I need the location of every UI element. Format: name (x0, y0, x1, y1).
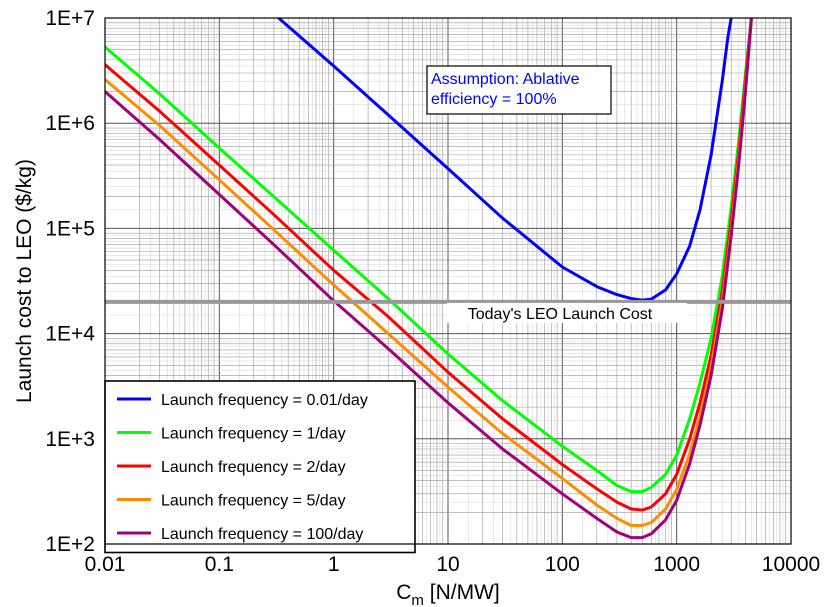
x-tick-label: 10 (436, 553, 459, 576)
x-tick-label: 100 (545, 553, 580, 576)
x-tick-label: 1 (328, 553, 340, 576)
legend-label-2: Launch frequency = 2/day (161, 459, 346, 476)
series-line-4 (105, 18, 753, 540)
x-tick-label: 0.01 (85, 553, 126, 576)
y-tick-label: 1E+5 (45, 217, 95, 240)
series-line-0 (277, 18, 733, 302)
reference-line-label-bg (447, 302, 687, 323)
legend-label-0: Launch frequency = 0.01/day (161, 392, 368, 409)
reference-line-label: Today's LEO Launch Cost (468, 306, 653, 323)
x-axis-label-unit: [N/MW] (424, 581, 500, 604)
legend-box (104, 380, 416, 554)
y-tick-label: 1E+4 (45, 323, 95, 346)
y-tick-label: 1E+3 (45, 428, 95, 451)
x-tick-labels: 0.01 0.1 1 10 100 1000 10000 (85, 553, 821, 576)
y-tick-labels: 1E+2 1E+3 1E+4 1E+5 1E+6 1E+7 (45, 7, 95, 556)
x-tick-label: 0.1 (205, 553, 234, 576)
y-tick-label: 1E+2 (45, 533, 95, 556)
annotation-box (426, 65, 612, 115)
x-axis-label-subscript: m (411, 592, 424, 607)
plot-frame (104, 17, 792, 545)
x-tick-label: 10000 (762, 553, 820, 576)
curves (105, 18, 753, 540)
x-tick-label: 1000 (653, 553, 700, 576)
legend-label-3: Launch frequency = 5/day (161, 493, 346, 510)
annotation-line-0: Assumption: Ablative (431, 71, 580, 88)
legend: Launch frequency = 0.01/day Launch freque… (104, 380, 416, 554)
y-tick-label: 1E+6 (45, 112, 95, 135)
legend-label-4: Launch frequency = 100/day (161, 526, 363, 543)
x-axis-label: Cm [N/MW] (396, 581, 500, 607)
legend-label-1: Launch frequency = 1/day (161, 426, 346, 443)
series-line-1 (105, 18, 753, 494)
annotation-line-1: efficiency = 100% (431, 91, 557, 108)
y-tick-label: 1E+7 (45, 7, 95, 30)
reference-line: Today's LEO Launch Cost (105, 299, 791, 323)
annotation: Assumption: Ablative efficiency = 100% (426, 65, 612, 115)
y-axis-label: Launch cost to LEO ($/kg) (13, 159, 36, 403)
x-axis-label-main: C (396, 581, 411, 604)
